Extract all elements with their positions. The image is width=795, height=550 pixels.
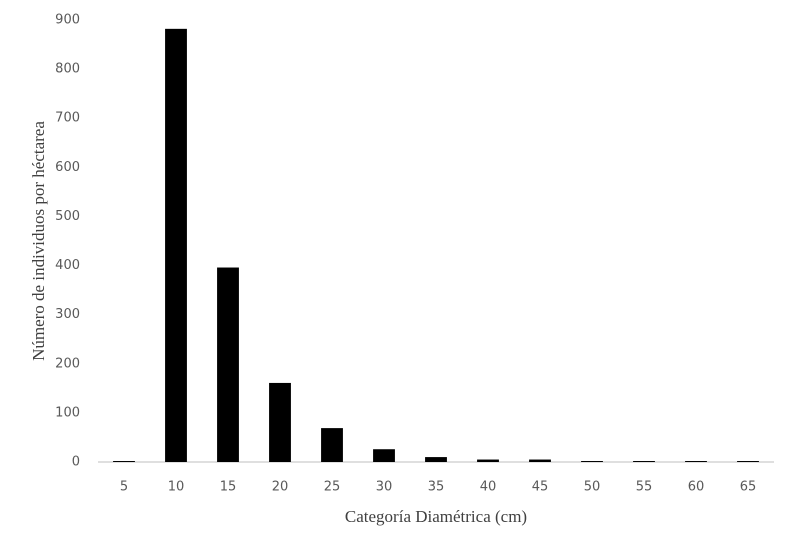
y-axis-label: Número de individuos por héctarea bbox=[29, 121, 48, 361]
x-tick-label: 45 bbox=[532, 480, 549, 495]
bar bbox=[113, 461, 135, 462]
x-tick-label: 55 bbox=[636, 480, 653, 495]
bar bbox=[477, 459, 499, 462]
bar bbox=[737, 461, 759, 462]
x-tick-label: 60 bbox=[688, 480, 705, 495]
x-tick-label: 20 bbox=[272, 480, 289, 495]
y-tick-label: 0 bbox=[72, 455, 80, 470]
x-tick-label: 65 bbox=[740, 480, 757, 495]
y-tick-label: 100 bbox=[55, 405, 80, 420]
bar bbox=[321, 428, 343, 462]
bar bbox=[269, 382, 291, 462]
y-tick-label: 600 bbox=[55, 160, 80, 175]
y-tick-label: 300 bbox=[55, 307, 80, 322]
bar bbox=[217, 267, 239, 462]
bar bbox=[529, 459, 551, 462]
bar bbox=[425, 457, 447, 462]
y-tick-label: 200 bbox=[55, 356, 80, 371]
x-tick-label: 15 bbox=[220, 480, 237, 495]
bar bbox=[165, 28, 187, 463]
x-tick-label: 50 bbox=[584, 480, 601, 495]
x-tick-label: 35 bbox=[428, 480, 445, 495]
x-tick-label: 25 bbox=[324, 480, 341, 495]
y-tick-label: 900 bbox=[55, 13, 80, 28]
y-tick-label: 400 bbox=[55, 258, 80, 273]
x-tick-label: 10 bbox=[168, 480, 185, 495]
x-tick-label: 40 bbox=[480, 480, 497, 495]
bar bbox=[685, 461, 707, 462]
bar bbox=[633, 461, 655, 462]
x-tick-label: 30 bbox=[376, 480, 393, 495]
bar bbox=[373, 449, 395, 462]
x-axis-label: Categoría Diamétrica (cm) bbox=[345, 507, 527, 526]
y-tick-label: 800 bbox=[55, 62, 80, 77]
x-tick-label: 5 bbox=[120, 480, 128, 495]
bar bbox=[581, 461, 603, 462]
y-tick-label: 500 bbox=[55, 209, 80, 224]
y-tick-label: 700 bbox=[55, 111, 80, 126]
